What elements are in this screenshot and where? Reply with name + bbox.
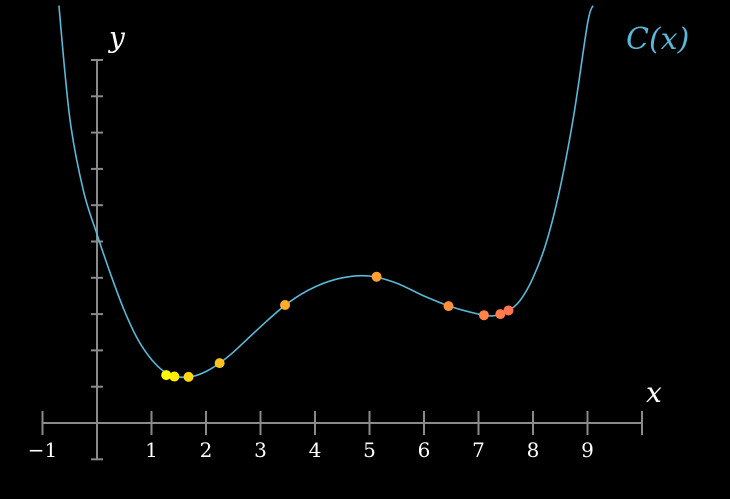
x-tick-label: 5 xyxy=(363,438,376,462)
x-axis-label: x xyxy=(646,376,662,409)
x-tick-label: 3 xyxy=(254,438,267,462)
sample-point xyxy=(183,371,194,382)
sample-point xyxy=(169,371,180,382)
x-tick-label: 4 xyxy=(309,438,322,462)
curve-label: C(x) xyxy=(626,22,689,57)
x-tick-label: 2 xyxy=(200,438,213,462)
y-axis-label: y xyxy=(107,21,126,54)
curve-c-of-x xyxy=(58,5,594,379)
sample-point xyxy=(443,301,454,312)
x-tick-label: 7 xyxy=(472,438,485,462)
x-tick-label: 1 xyxy=(145,438,158,462)
ticks: −1 1 2 3 4 5 6 7 8 9 xyxy=(28,59,643,462)
sample-point xyxy=(214,358,225,369)
x-tick-label: 9 xyxy=(581,438,594,462)
axes: x y xyxy=(42,21,662,460)
sample-point xyxy=(280,300,291,311)
x-tick-label: 6 xyxy=(418,438,431,462)
x-tick-label: −1 xyxy=(28,438,57,462)
sample-point xyxy=(478,310,489,321)
sample-points xyxy=(161,271,514,382)
x-tick-label: 8 xyxy=(527,438,540,462)
sample-point xyxy=(371,271,382,282)
sample-point xyxy=(161,370,172,381)
sample-point xyxy=(495,309,506,320)
sample-point xyxy=(503,305,514,316)
